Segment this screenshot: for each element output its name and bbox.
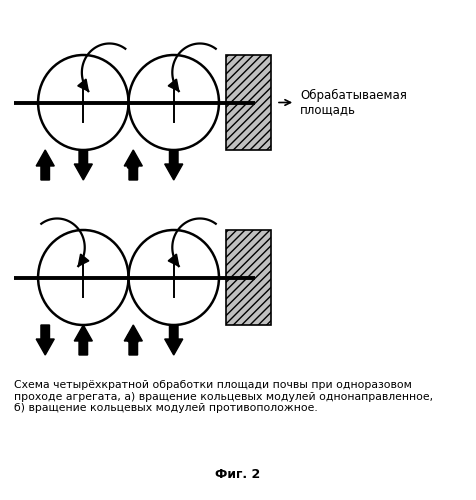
FancyArrow shape [74,325,92,355]
FancyArrow shape [36,325,54,355]
Text: б): б) [126,334,141,346]
Text: Фиг. 2: Фиг. 2 [215,468,261,480]
FancyArrow shape [78,79,89,91]
Text: Обрабатываемая
площадь: Обрабатываемая площадь [300,88,407,117]
Text: а): а) [126,158,141,172]
FancyArrow shape [36,150,54,180]
FancyArrow shape [78,254,89,266]
FancyArrow shape [165,150,183,180]
Bar [226,230,271,325]
FancyArrow shape [124,325,142,355]
Text: Схема четырёхкратной обработки площади почвы при одноразовом
проходе агрегата, а: Схема четырёхкратной обработки площади п… [14,380,434,413]
FancyArrow shape [168,254,179,266]
FancyArrow shape [74,150,92,180]
FancyArrow shape [165,325,183,355]
FancyArrow shape [124,150,142,180]
Bar [226,55,271,150]
FancyArrow shape [168,79,179,91]
